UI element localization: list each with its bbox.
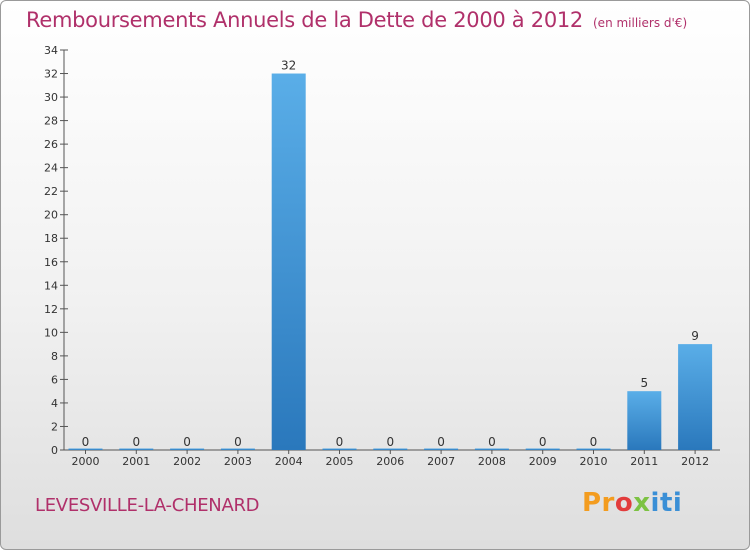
y-tick-label: 24	[44, 162, 58, 175]
y-tick-label: 2	[51, 420, 58, 433]
x-tick-label: 2001	[122, 455, 150, 468]
x-tick-label: 2002	[173, 455, 201, 468]
x-tick-label: 2008	[478, 455, 506, 468]
y-tick-label: 18	[44, 232, 58, 245]
x-tick-label: 2003	[224, 455, 252, 468]
proxiti-logo: Proxiti	[582, 488, 682, 518]
data-label-2007: 0	[437, 435, 445, 449]
data-label-2004: 32	[281, 59, 296, 73]
y-tick-label: 30	[44, 91, 58, 104]
x-tick-label: 2009	[529, 455, 557, 468]
x-tick-label: 2006	[376, 455, 404, 468]
bar-2002	[170, 448, 205, 450]
chart-title-text: Remboursements Annuels de la Dette de 20…	[26, 8, 583, 32]
x-tick-label: 2011	[630, 455, 658, 468]
y-tick-label: 12	[44, 303, 58, 316]
y-tick-label: 10	[44, 326, 58, 339]
data-label-2009: 0	[539, 435, 547, 449]
bar-2009	[525, 448, 560, 450]
bar-2007	[424, 448, 459, 450]
y-tick-label: 20	[44, 209, 58, 222]
chart-labels: 2000 0 2001 0 2002 0 2003 0 2004 32 2005 0 2006 0 2007…	[72, 59, 710, 468]
logo-part-4: iti	[650, 488, 683, 518]
y-tick-label: 22	[44, 185, 58, 198]
x-tick-label: 2005	[326, 455, 354, 468]
bar-2001	[119, 448, 154, 450]
data-label-2010: 0	[590, 435, 598, 449]
bar-2011	[627, 391, 662, 450]
commune-name: LEVESVILLE-LA-CHENARD	[35, 495, 260, 516]
y-tick-label: 6	[51, 373, 58, 386]
y-tick-label: 28	[44, 115, 58, 128]
data-label-2006: 0	[386, 435, 394, 449]
y-tick-label: 26	[44, 138, 58, 151]
bar-2005	[322, 448, 357, 450]
data-label-2000: 0	[82, 435, 90, 449]
bar-2006	[373, 448, 408, 450]
x-tick-label: 2000	[72, 455, 100, 468]
data-label-2008: 0	[488, 435, 496, 449]
x-tick-label: 2004	[275, 455, 303, 468]
bar-2004	[271, 73, 306, 450]
logo-part-2: o	[614, 488, 634, 518]
data-label-2002: 0	[183, 435, 191, 449]
x-tick-label: 2007	[427, 455, 455, 468]
y-tick-label: 14	[44, 279, 58, 292]
y-tick-label: 34	[44, 44, 58, 57]
chart-subtitle: (en milliers d'€)	[593, 16, 688, 30]
bar-2008	[474, 448, 509, 450]
data-label-2012: 9	[691, 329, 699, 343]
data-label-2005: 0	[336, 435, 344, 449]
bar-2010	[576, 448, 611, 450]
y-tick-label: 16	[44, 256, 58, 269]
logo-part-1: Pr	[582, 488, 615, 518]
data-label-2001: 0	[132, 435, 140, 449]
bar-2003	[220, 448, 255, 450]
x-tick-label: 2010	[580, 455, 608, 468]
chart-title: Remboursements Annuels de la Dette de 20…	[26, 8, 687, 32]
y-tick-label: 8	[51, 350, 58, 363]
data-label-2003: 0	[234, 435, 242, 449]
data-label-2011: 5	[640, 376, 648, 390]
y-tick-label: 4	[51, 397, 58, 410]
y-tick-label: 0	[51, 444, 58, 457]
logo-part-3: x	[633, 488, 651, 518]
bar-2012	[678, 344, 713, 450]
x-tick-label: 2012	[681, 455, 709, 468]
bar-2000	[68, 448, 103, 450]
chart-bars	[68, 73, 713, 450]
y-tick-label: 32	[44, 68, 58, 81]
